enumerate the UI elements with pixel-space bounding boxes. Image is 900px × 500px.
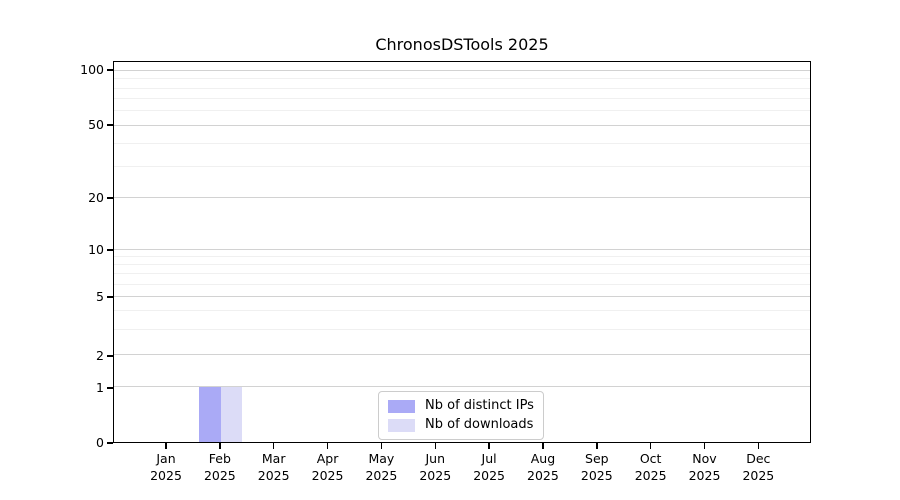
x-tick-mark-6 — [488, 443, 490, 449]
y-tick-label-0: 0 — [96, 435, 104, 450]
x-tick-label-1: Feb 2025 — [203, 451, 236, 483]
gridline-minor-6 — [114, 283, 810, 285]
downloads-swatch-icon — [388, 418, 415, 432]
y-tick-mark-5 — [107, 296, 113, 298]
x-tick-label-11: Dec 2025 — [742, 451, 775, 483]
x-tick-mark-11 — [757, 443, 760, 449]
x-tick-mark-8 — [596, 443, 598, 449]
legend-label-distinct-ips: Nb of distinct IPs — [425, 398, 534, 413]
x-tick-label-5: Jun 2025 — [419, 451, 452, 483]
gridline-minor-3 — [114, 328, 810, 330]
gridline-minor-9 — [114, 255, 810, 257]
x-tick-label-8: Sep 2025 — [580, 451, 613, 483]
gridline-major-100 — [114, 70, 810, 72]
gridline-minor-30 — [114, 165, 810, 167]
bar-nb-of-distinct-ips-feb-2025 — [199, 387, 221, 442]
x-tick-label-9: Oct 2025 — [634, 451, 667, 483]
y-tick-mark-0 — [107, 442, 113, 444]
distinct-ips-swatch-icon — [388, 399, 415, 413]
gridline-minor-90 — [114, 78, 810, 80]
x-tick-label-4: May 2025 — [365, 451, 398, 483]
y-tick-label-1: 1 — [96, 379, 104, 395]
gridline-major-2 — [114, 354, 810, 356]
gridline-major-5 — [114, 295, 810, 297]
legend-entry-downloads: Nb of downloads — [388, 417, 534, 433]
x-tick-mark-0 — [165, 443, 167, 449]
chart-title: ChronosDSTools 2025 — [375, 35, 549, 54]
gridline-major-20 — [114, 197, 810, 199]
x-tick-mark-3 — [326, 443, 329, 449]
gridline-major-10 — [114, 249, 810, 251]
x-tick-label-2: Mar 2025 — [257, 451, 290, 483]
y-tick-label-5: 5 — [96, 289, 104, 305]
gridline-minor-80 — [114, 87, 810, 89]
y-tick-mark-10 — [107, 249, 113, 251]
gridline-minor-7 — [114, 273, 810, 275]
y-tick-mark-1 — [107, 387, 113, 389]
x-tick-mark-9 — [649, 443, 652, 449]
gridline-minor-40 — [114, 142, 810, 144]
legend-label-downloads: Nb of downloads — [425, 417, 534, 432]
y-tick-label-100: 100 — [80, 62, 104, 78]
y-tick-label-2: 2 — [96, 347, 104, 363]
gridline-major-50 — [114, 124, 810, 126]
x-tick-label-3: Apr 2025 — [311, 451, 344, 483]
gridline-minor-70 — [114, 97, 810, 99]
x-tick-mark-4 — [380, 443, 383, 449]
gridline-minor-4 — [114, 309, 810, 311]
y-tick-mark-2 — [107, 355, 113, 357]
gridline-minor-60 — [114, 109, 810, 111]
x-tick-mark-7 — [542, 443, 544, 449]
plot-area — [113, 61, 811, 443]
gridline-minor-8 — [114, 263, 810, 265]
x-tick-mark-2 — [272, 443, 275, 449]
x-tick-mark-1 — [219, 443, 221, 449]
x-tick-mark-5 — [434, 443, 436, 449]
y-tick-label-20: 20 — [88, 190, 104, 206]
y-tick-mark-100 — [107, 69, 113, 71]
x-tick-label-10: Nov 2025 — [688, 451, 721, 483]
x-tick-label-7: Aug 2025 — [527, 451, 559, 483]
y-tick-mark-50 — [107, 124, 113, 126]
bar-nb-of-downloads-feb-2025 — [220, 387, 243, 442]
gridline-major-1 — [114, 386, 810, 388]
y-tick-label-10: 10 — [88, 242, 104, 258]
y-tick-mark-20 — [107, 197, 113, 199]
legend: Nb of distinct IPs Nb of downloads — [378, 391, 544, 440]
y-tick-label-50: 50 — [88, 117, 104, 133]
x-tick-label-6: Jul 2025 — [473, 451, 505, 483]
legend-entry-distinct-ips: Nb of distinct IPs — [388, 398, 534, 414]
x-tick-mark-10 — [703, 443, 706, 449]
x-tick-label-0: Jan 2025 — [150, 451, 182, 483]
